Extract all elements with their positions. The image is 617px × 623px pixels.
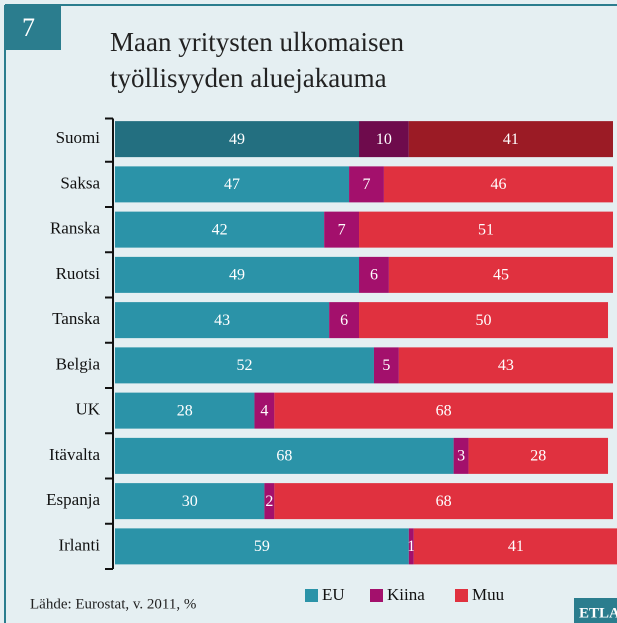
value-label: 41 bbox=[508, 538, 524, 555]
bar-segment bbox=[329, 302, 360, 339]
bar-segment bbox=[359, 256, 389, 293]
bar-segment bbox=[468, 437, 609, 474]
bar-segment bbox=[408, 528, 414, 565]
value-label: 42 bbox=[212, 221, 228, 238]
category-label: Ranska bbox=[50, 219, 101, 238]
category-label: Espanja bbox=[46, 490, 100, 509]
value-label: 46 bbox=[490, 176, 506, 193]
value-label: 7 bbox=[338, 221, 346, 238]
value-label: 68 bbox=[276, 448, 292, 465]
badge-box bbox=[5, 5, 61, 50]
value-label: 51 bbox=[478, 221, 494, 238]
value-label: 6 bbox=[340, 312, 348, 329]
bar-segment bbox=[115, 528, 409, 565]
value-label: 52 bbox=[236, 357, 252, 374]
title-line: työllisyyden aluejakauma bbox=[110, 63, 387, 93]
bar-segment bbox=[115, 347, 374, 384]
value-label: 49 bbox=[229, 131, 245, 148]
bar-segment bbox=[359, 121, 409, 158]
bar-segment bbox=[408, 121, 613, 158]
bar-segment bbox=[388, 256, 613, 293]
bar-segment bbox=[359, 302, 609, 339]
bar-segment bbox=[383, 166, 613, 203]
bar-segment bbox=[349, 166, 384, 203]
bar-segment bbox=[254, 392, 275, 429]
value-label: 43 bbox=[214, 312, 230, 329]
value-label: 41 bbox=[503, 131, 519, 148]
logo: ETLA bbox=[579, 605, 617, 621]
value-label: 1 bbox=[407, 538, 415, 555]
bar-segment bbox=[373, 347, 399, 384]
bar-segment bbox=[398, 347, 613, 384]
category-label: Ruotsi bbox=[56, 264, 101, 283]
bar-segment bbox=[115, 302, 330, 339]
logo-box bbox=[574, 598, 617, 623]
value-label: 68 bbox=[436, 402, 452, 419]
bar-segment bbox=[115, 483, 265, 520]
legend-swatch bbox=[370, 589, 383, 602]
badge: 7 bbox=[22, 13, 35, 42]
value-label: 28 bbox=[177, 402, 193, 419]
value-label: 49 bbox=[229, 267, 245, 284]
legend-swatch bbox=[305, 589, 318, 602]
category-label: Belgia bbox=[56, 354, 101, 373]
category-label: Suomi bbox=[56, 128, 101, 147]
value-label: 28 bbox=[530, 448, 546, 465]
value-label: 10 bbox=[376, 131, 392, 148]
bar-segment bbox=[115, 211, 325, 248]
value-label: 45 bbox=[493, 267, 509, 284]
value-label: 4 bbox=[260, 402, 268, 419]
value-label: 43 bbox=[498, 357, 514, 374]
category-label: Irlanti bbox=[58, 535, 100, 554]
legend-label: EU bbox=[322, 585, 345, 604]
bar-segment bbox=[359, 211, 613, 248]
category-label: Tanska bbox=[52, 309, 100, 328]
value-label: 5 bbox=[382, 357, 390, 374]
bar-segment bbox=[453, 437, 469, 474]
bar-segment bbox=[115, 121, 360, 158]
legend-label: Muu bbox=[472, 585, 505, 604]
value-label: 6 bbox=[370, 267, 378, 284]
value-label: 2 bbox=[265, 493, 273, 510]
category-label: UK bbox=[75, 400, 100, 419]
bar-segment bbox=[274, 483, 613, 520]
value-label: 3 bbox=[457, 448, 465, 465]
bar-segment bbox=[264, 483, 275, 520]
value-label: 68 bbox=[436, 493, 452, 510]
value-label: 59 bbox=[254, 538, 270, 555]
title-line: Maan yritysten ulkomaisen bbox=[110, 27, 404, 57]
category-label: Itävalta bbox=[49, 445, 100, 464]
source: Lähde: Eurostat, v. 2011, % bbox=[30, 596, 196, 612]
value-label: 7 bbox=[362, 176, 370, 193]
legend-swatch bbox=[455, 589, 468, 602]
bar-segment bbox=[115, 437, 454, 474]
bar-segment bbox=[115, 392, 255, 429]
bar-segment bbox=[274, 392, 613, 429]
value-label: 47 bbox=[224, 176, 240, 193]
bar-segment bbox=[324, 211, 360, 248]
value-label: 30 bbox=[182, 493, 198, 510]
bar-segment bbox=[413, 528, 617, 565]
category-label: Saksa bbox=[60, 173, 100, 192]
value-label: 50 bbox=[476, 312, 492, 329]
bar-segment bbox=[115, 166, 350, 203]
legend-label: Kiina bbox=[387, 585, 425, 604]
bar-segment bbox=[115, 256, 360, 293]
